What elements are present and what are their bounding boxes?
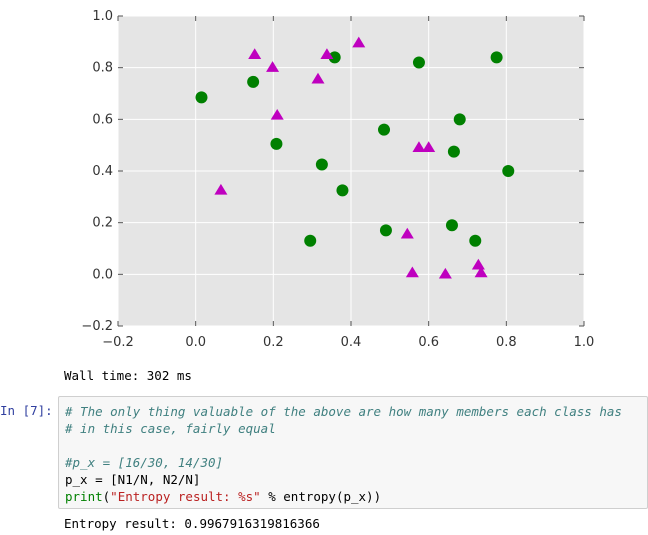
y-tick-label: −0.2 bbox=[81, 319, 113, 334]
code-line bbox=[65, 437, 622, 454]
data-point-triangle bbox=[400, 227, 414, 239]
code-line: print("Entropy result: %s" % entropy(p_x… bbox=[65, 488, 622, 505]
data-point-triangle bbox=[270, 108, 284, 120]
data-point-triangle bbox=[405, 266, 419, 278]
data-point-triangle bbox=[422, 141, 436, 152]
data-point-triangle bbox=[266, 61, 280, 72]
data-point-triangle bbox=[438, 267, 452, 279]
data-point-circle bbox=[502, 165, 515, 177]
code-token: #p_x = [16/30, 14/30] bbox=[65, 455, 224, 470]
cell-output: Entropy result: 0.9967916319816366 bbox=[64, 516, 320, 531]
x-tick-label: 0.2 bbox=[263, 335, 284, 350]
x-tick-label: 0.0 bbox=[185, 335, 206, 350]
data-point-circle bbox=[447, 145, 460, 158]
code-token: "Entropy result: %s" bbox=[110, 489, 261, 504]
y-tick-label: 0.4 bbox=[92, 164, 113, 179]
data-point-triangle bbox=[214, 183, 228, 195]
code-token: p_x = [N1/N, N2/N] bbox=[65, 472, 201, 487]
data-point-circle bbox=[445, 219, 458, 232]
data-point-circle bbox=[412, 56, 425, 69]
data-point-circle bbox=[379, 224, 392, 237]
y-tick-label: 0.8 bbox=[92, 61, 113, 76]
wall-time-output: Wall time: 302 ms bbox=[64, 368, 192, 383]
data-point-circle bbox=[336, 184, 349, 197]
axis-ticks bbox=[117, 15, 585, 327]
data-point-circle bbox=[304, 234, 317, 247]
data-point-triangle bbox=[471, 258, 485, 270]
code-token: print bbox=[65, 489, 103, 504]
data-point-circle bbox=[315, 158, 328, 171]
x-tick-label: −0.2 bbox=[102, 335, 134, 350]
y-tick-label: 0.0 bbox=[92, 267, 113, 282]
data-point-circle bbox=[490, 51, 503, 64]
code-line: p_x = [N1/N, N2/N] bbox=[65, 471, 622, 488]
code-token: % entropy(p_x)) bbox=[260, 489, 382, 504]
data-point-triangle bbox=[412, 141, 426, 152]
data-point-triangle bbox=[248, 48, 262, 59]
y-tick-label: 0.2 bbox=[92, 216, 113, 231]
code-token: ( bbox=[102, 489, 111, 504]
y-tick-label: 1.0 bbox=[92, 9, 113, 24]
y-tick-label: 0.6 bbox=[92, 112, 113, 127]
data-point-triangle bbox=[352, 36, 366, 48]
input-prompt: In [7]: bbox=[0, 403, 53, 418]
code-cell[interactable]: # The only thing valuable of the above a… bbox=[58, 396, 648, 509]
code-token: # The only thing valuable of the above a… bbox=[65, 404, 622, 419]
data-points bbox=[195, 36, 515, 279]
x-tick-label: 0.8 bbox=[496, 335, 517, 350]
data-point-triangle bbox=[311, 72, 325, 84]
code-line: #p_x = [16/30, 14/30] bbox=[65, 454, 622, 471]
data-point-triangle bbox=[474, 266, 488, 278]
code-token: # in this case, fairly equal bbox=[65, 421, 276, 436]
data-point-circle bbox=[195, 91, 208, 104]
data-point-triangle bbox=[320, 48, 334, 59]
data-point-circle bbox=[469, 234, 482, 247]
code-line: # The only thing valuable of the above a… bbox=[65, 403, 622, 420]
scatter-plot: −0.2 0.0 0.2 0.4 0.6 0.8 1.0 −0.2 0.0 0.… bbox=[81, 9, 594, 350]
x-axis-tick-labels: −0.2 0.0 0.2 0.4 0.6 0.8 1.0 bbox=[102, 335, 594, 350]
x-tick-label: 0.6 bbox=[418, 335, 439, 350]
data-point-circle bbox=[328, 51, 341, 64]
data-point-circle bbox=[453, 113, 466, 126]
code-line: # in this case, fairly equal bbox=[65, 420, 622, 437]
data-point-circle bbox=[270, 137, 283, 150]
data-point-circle bbox=[247, 75, 260, 88]
code-editor[interactable]: # The only thing valuable of the above a… bbox=[65, 403, 622, 505]
x-tick-label: 0.4 bbox=[341, 335, 362, 350]
x-tick-label: 1.0 bbox=[574, 335, 595, 350]
y-axis-tick-labels: −0.2 0.0 0.2 0.4 0.6 0.8 1.0 bbox=[81, 9, 113, 334]
data-point-circle bbox=[378, 123, 391, 136]
